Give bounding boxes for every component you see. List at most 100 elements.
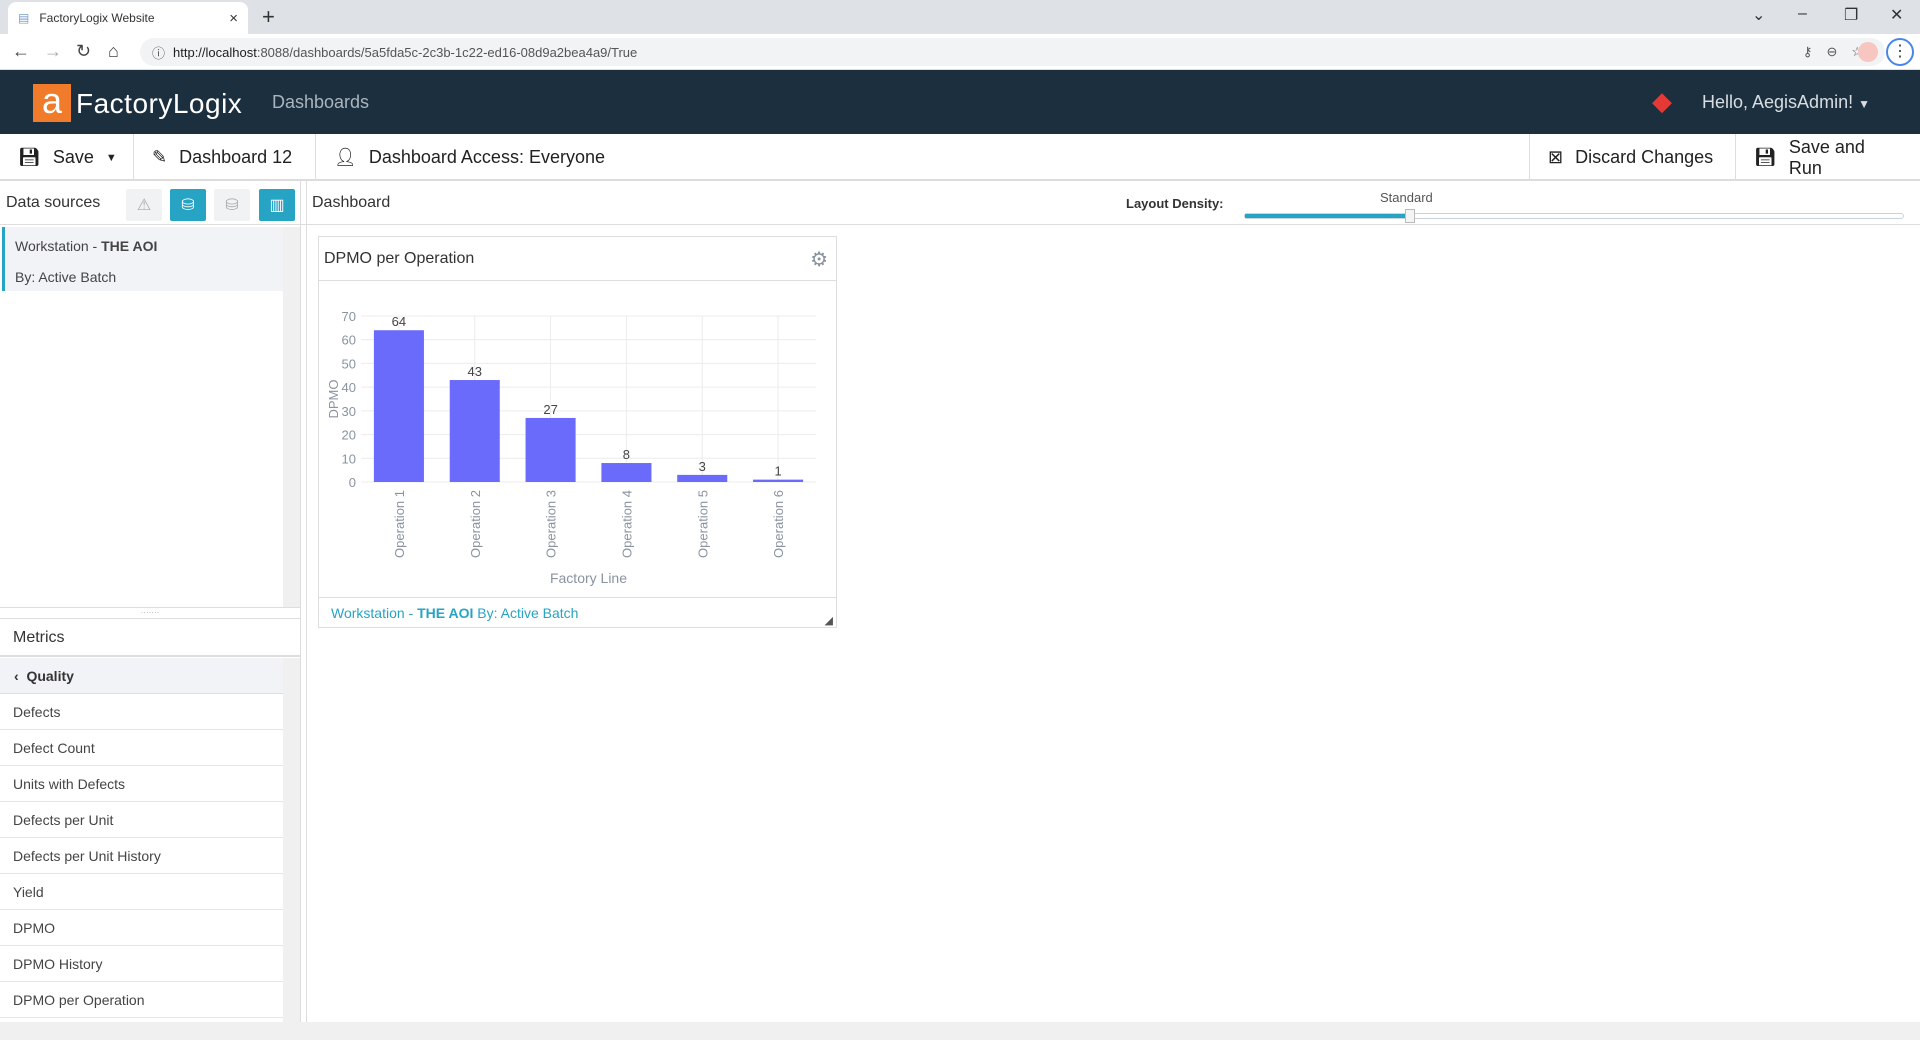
metric-item[interactable]: Yield: [0, 874, 283, 910]
layout-density-label: Layout Density:: [1126, 196, 1224, 211]
x-tick-label: Operation 1: [392, 490, 407, 558]
bar: [525, 417, 576, 482]
url-input[interactable]: ⓘ http://localhost:8088/dashboards/5a5fd…: [140, 38, 1885, 66]
metric-item[interactable]: Units with Defects: [0, 766, 283, 802]
datasource-name: THE AOI: [101, 238, 158, 254]
database-arrow-icon: ⛁: [225, 197, 239, 214]
layout-density-value: Standard: [1380, 190, 1433, 205]
resize-handle[interactable]: ·······: [0, 607, 300, 618]
add-chart-button[interactable]: ▥: [259, 189, 295, 221]
metric-item[interactable]: Defects: [0, 694, 283, 730]
slider-thumb[interactable]: [1404, 209, 1415, 223]
discard-icon: ⊠: [1548, 147, 1564, 167]
edit-datasource-button[interactable]: ⛁: [170, 189, 206, 221]
restore-icon[interactable]: ❐: [1844, 7, 1859, 24]
layout-density-slider[interactable]: [1244, 209, 1904, 223]
dashboard-name-button[interactable]: ✎ Dashboard 12: [134, 134, 316, 181]
widget-header: DPMO per Operation ⚙: [319, 237, 836, 281]
data-label: 64: [392, 314, 406, 329]
home-icon[interactable]: ⌂: [108, 41, 119, 61]
y-axis-title: DPMO: [326, 380, 341, 419]
user-lock-icon: 👤︎: [334, 147, 357, 167]
user-menu[interactable]: Hello, AegisAdmin! ▼: [1702, 92, 1870, 113]
extension-icon[interactable]: [1858, 42, 1878, 62]
close-tab-icon[interactable]: ×: [229, 9, 238, 27]
back-icon[interactable]: ←: [12, 41, 30, 61]
x-tick-label: Operation 2: [468, 490, 483, 558]
close-window-icon[interactable]: ✕: [1890, 7, 1904, 24]
datasources-scrollbar[interactable]: [283, 227, 300, 607]
browser-tab[interactable]: ▤ FactoryLogix Website ×: [8, 2, 248, 34]
metric-item[interactable]: DPMO per Operation: [0, 982, 283, 1018]
datasource-by: By: Active Batch: [15, 269, 117, 285]
footer-by: By: Active Batch: [473, 605, 579, 621]
save-run-label: Save and Run: [1788, 136, 1865, 178]
x-tick-label: Operation 3: [544, 490, 559, 558]
widget-title: DPMO per Operation: [324, 250, 475, 267]
footer-type: Workstation -: [331, 605, 418, 621]
tab-search-icon[interactable]: ⌄: [1752, 7, 1766, 24]
discard-changes-button[interactable]: ⊠ Discard Changes: [1529, 134, 1735, 181]
panel-splitter[interactable]: [300, 181, 307, 1022]
menu-icon[interactable]: ⋮: [1886, 38, 1914, 66]
info-icon: ⓘ: [152, 45, 166, 61]
move-datasource-button[interactable]: ⛁: [214, 189, 250, 221]
bar: [373, 330, 424, 482]
footer-name: THE AOI: [417, 605, 474, 621]
floppy-icon: 💾︎: [18, 147, 41, 167]
notification-icon[interactable]: ◆: [1652, 86, 1672, 116]
save-label: Save: [52, 147, 94, 167]
x-tick-label: Operation 4: [619, 490, 634, 558]
logo-icon: a: [33, 83, 71, 122]
caret-down-icon: ▼: [105, 151, 117, 164]
brand-name: FactoryLogix: [76, 88, 243, 119]
metric-item[interactable]: Defects per Unit: [0, 802, 283, 838]
metric-item[interactable]: Defects per Unit History: [0, 838, 283, 874]
minimize-icon[interactable]: –: [1798, 5, 1807, 22]
data-label: 3: [699, 459, 706, 474]
x-tick-label: Operation 6: [771, 490, 786, 558]
new-tab-icon[interactable]: +: [262, 4, 275, 29]
bar: [449, 380, 500, 482]
x-axis-title: Factory Line: [550, 570, 627, 586]
clear-warnings-button[interactable]: ⚠: [126, 189, 162, 221]
chart-widget[interactable]: DPMO per Operation ⚙ 0 10 20 30 40 50 60 70 64 Op…: [318, 236, 837, 628]
save-and-run-button[interactable]: 💾︎ Save and Run: [1735, 134, 1920, 181]
y-tick-label: 50: [342, 356, 356, 371]
metric-item[interactable]: DPMO: [0, 910, 283, 946]
horizontal-scrollbar[interactable]: [0, 1022, 1920, 1040]
data-label: 1: [774, 464, 781, 479]
nav-dashboards[interactable]: Dashboards: [272, 92, 370, 112]
data-sources-label: Data sources: [6, 194, 101, 211]
resize-icon[interactable]: ◢: [824, 615, 833, 627]
y-tick-label: 70: [342, 309, 356, 324]
forward-icon[interactable]: →: [44, 41, 62, 61]
access-label: Dashboard Access: Everyone: [368, 147, 605, 167]
metric-item[interactable]: Defect Count: [0, 730, 283, 766]
save-button[interactable]: 💾︎ Save ▼: [0, 134, 134, 181]
dashboard-access-button[interactable]: 👤︎ Dashboard Access: Everyone: [316, 134, 623, 181]
y-tick-label: 20: [342, 428, 356, 443]
slider-fill: [1245, 214, 1410, 218]
category-label: Quality: [26, 668, 74, 684]
reload-icon[interactable]: ↻: [76, 41, 92, 61]
key-zoom-star-icons[interactable]: ⚷⊖☆: [1802, 44, 1877, 59]
data-label: 43: [468, 364, 482, 379]
url-path: :8088/dashboards/5a5fda5c-2c3b-1c22-ed16…: [256, 44, 638, 60]
chart-add-icon: ▥: [269, 197, 285, 214]
panel-header-row: Data sources ⚠ ⛁ ⛁ ▥ Dashboard Layout De…: [0, 181, 1920, 225]
dashboard-name: Dashboard 12: [179, 147, 293, 167]
metric-category-quality[interactable]: ‹ Quality: [0, 658, 283, 694]
page-icon: ▤: [18, 11, 30, 25]
y-tick-label: 10: [342, 451, 356, 466]
gear-icon[interactable]: ⚙: [810, 249, 828, 271]
metric-item[interactable]: DPMO History: [0, 946, 283, 982]
edit-icon: ✎: [152, 147, 168, 167]
address-bar-row: ← → ↻ ⌂ ⓘ http://localhost:8088/dashboar…: [0, 34, 1920, 70]
datasource-item[interactable]: Workstation - THE AOI By: Active Batch: [2, 227, 283, 291]
caret-down-icon: ▼: [1858, 97, 1870, 111]
user-greeting: Hello, AegisAdmin!: [1702, 92, 1854, 112]
widget-footer: Workstation - THE AOI By: Active Batch ◢: [319, 597, 836, 627]
y-tick-label: 30: [342, 404, 356, 419]
metrics-scrollbar[interactable]: [283, 658, 300, 1022]
